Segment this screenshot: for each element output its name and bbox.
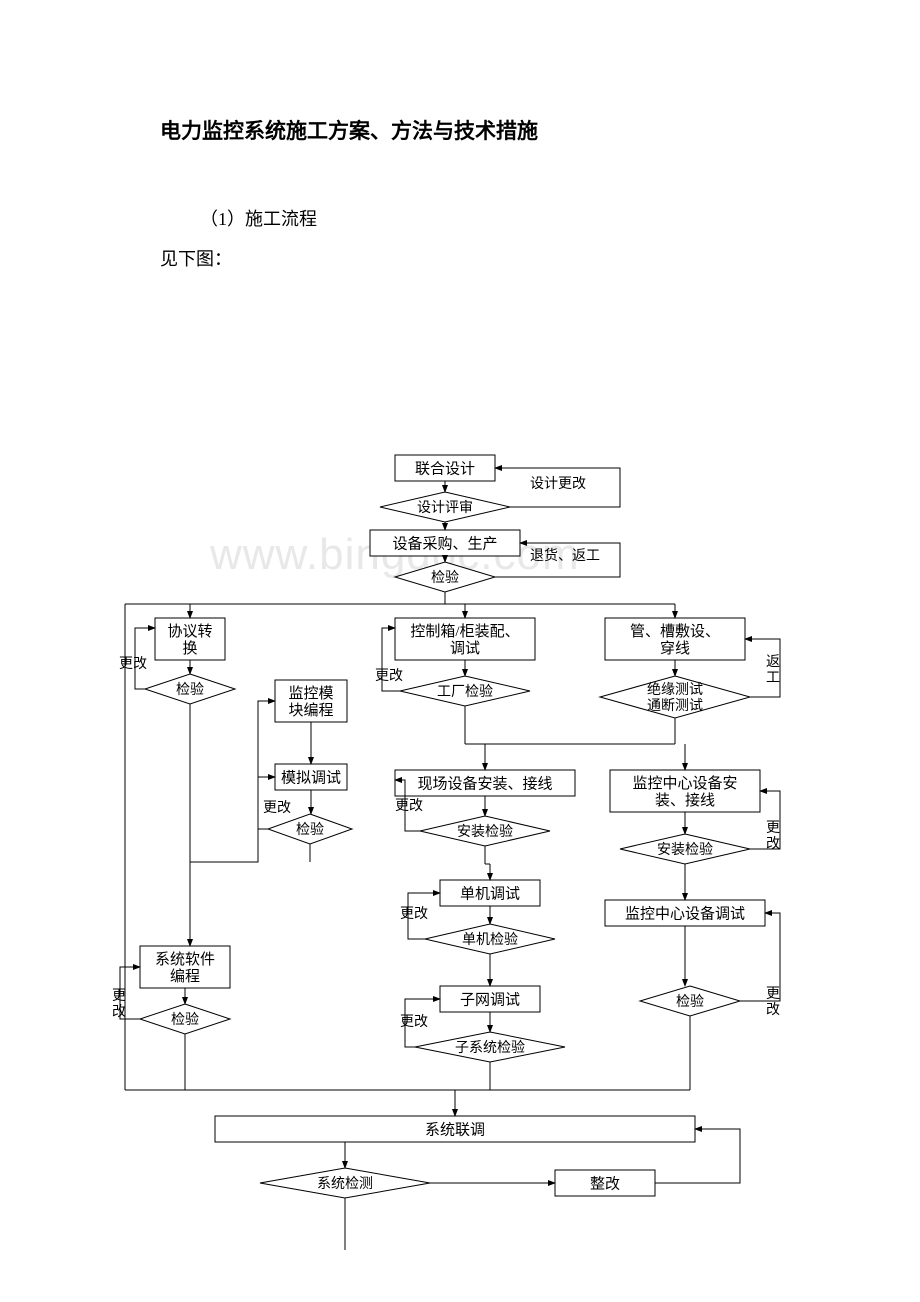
svg-text:工厂检验: 工厂检验 [437,684,493,700]
svg-text:整改: 整改 [590,1175,620,1192]
edge-label-el_change9: 更改 [112,989,126,1020]
edge-label-el_change6: 更改 [400,906,428,922]
svg-text:单机检验: 单机检验 [462,932,518,948]
edge-label-el_return_rework: 退货、返工 [530,547,600,564]
edge-label-el_change5: 更改 [766,821,780,852]
svg-text:系统联调: 系统联调 [425,1121,485,1138]
svg-text:检验: 检验 [676,994,704,1010]
svg-text:单机调试: 单机调试 [460,885,520,902]
page: 电力监控系统施工方案、方法与技术措施 （1）施工流程 见下图： www.bing… [0,0,920,1302]
edge-label-el_change8: 更改 [400,1014,428,1030]
flowchart-svg: 联合设计设计评审设备采购、生产检验协议转换检验监控模块编程模拟调试检验控制箱/柜… [0,0,920,1302]
svg-text:绝缘测试通断测试: 绝缘测试通断测试 [647,682,703,714]
svg-text:设备采购、生产: 设备采购、生产 [392,535,497,552]
svg-text:系统检测: 系统检测 [317,1176,373,1192]
edge-label-el_change4: 更改 [395,798,423,814]
svg-text:安装检验: 安装检验 [457,824,513,840]
svg-text:监控中心设备调试: 监控中心设备调试 [625,905,745,922]
svg-text:模拟调试: 模拟调试 [281,769,341,786]
svg-text:检验: 检验 [176,682,204,698]
svg-text:检验: 检验 [431,570,459,586]
svg-text:安装检验: 安装检验 [657,842,713,858]
edge-label-el_change3: 更改 [263,800,291,816]
svg-text:检验: 检验 [296,822,324,838]
edge-label-el_change2: 更改 [375,668,403,684]
svg-text:子系统检验: 子系统检验 [455,1040,525,1056]
svg-text:联合设计: 联合设计 [415,460,475,477]
edge-label-el_rework: 返工 [766,654,780,686]
svg-text:检验: 检验 [171,1012,199,1028]
svg-text:现场设备安装、接线: 现场设备安装、接线 [417,775,552,792]
svg-text:子网调试: 子网调试 [460,991,520,1008]
edge-label-el_change1: 更改 [119,656,147,672]
svg-text:设计评审: 设计评审 [417,500,473,516]
edge-label-el_change7: 更改 [766,987,780,1018]
edge-label-el_design_change: 设计更改 [530,476,586,492]
